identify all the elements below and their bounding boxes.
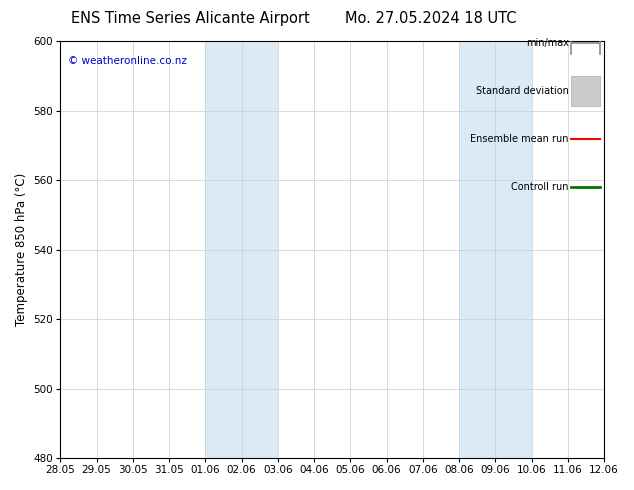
Text: Controll run: Controll run [511, 182, 569, 192]
Text: min/max: min/max [526, 38, 569, 48]
Text: ENS Time Series Alicante Airport: ENS Time Series Alicante Airport [71, 11, 309, 26]
Bar [205, 41, 278, 458]
Bar [571, 76, 600, 106]
Text: Mo. 27.05.2024 18 UTC: Mo. 27.05.2024 18 UTC [346, 11, 517, 26]
Text: © weatheronline.co.nz: © weatheronline.co.nz [68, 56, 187, 66]
Y-axis label: Temperature 850 hPa (°C): Temperature 850 hPa (°C) [15, 173, 28, 326]
Text: Standard deviation: Standard deviation [476, 86, 569, 96]
Bar [459, 41, 531, 458]
Text: Ensemble mean run: Ensemble mean run [470, 134, 569, 144]
